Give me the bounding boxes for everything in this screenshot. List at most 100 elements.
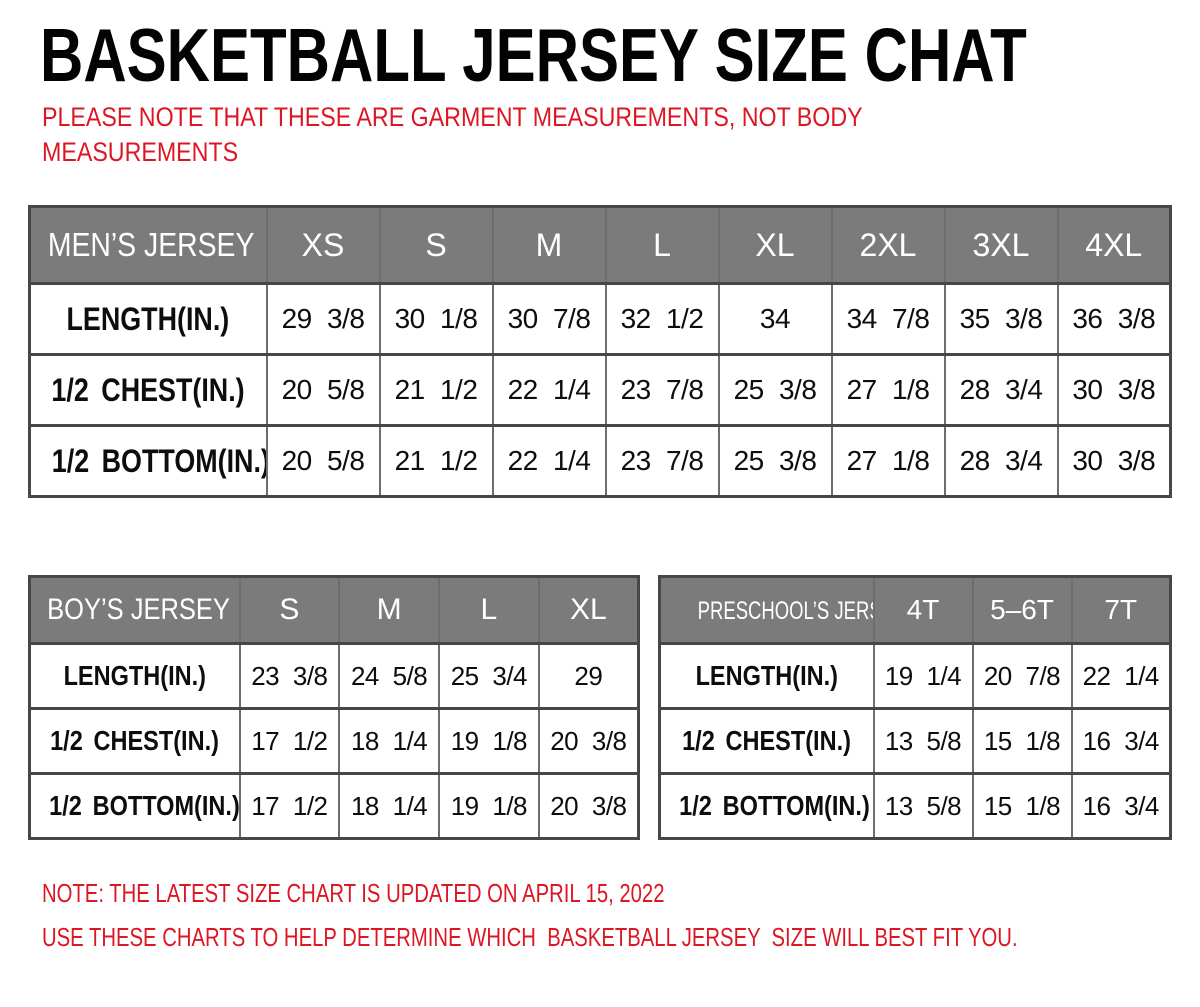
page-title: BASKETBALL JERSEY SIZE CHAT: [40, 13, 1027, 97]
mens-size-col-xl: XL: [717, 205, 833, 285]
boys-table-name-header: BOY’S JERSEY: [28, 575, 241, 645]
size-value-cell: 13 5/8: [872, 772, 974, 840]
size-value-cell: 28 3/4: [943, 353, 1059, 427]
size-value-cell: 24 5/8: [338, 642, 440, 710]
size-value-cell: 19 1/8: [438, 707, 540, 775]
size-value-cell: 34 7/8: [830, 282, 946, 356]
fit-advice-note: USE THESE CHARTS TO HELP DETERMINE WHICH…: [42, 922, 1018, 952]
size-value-cell: 36 3/8: [1056, 282, 1172, 356]
size-value-cell: 23 3/8: [238, 642, 341, 710]
boys-size-col-xl: XL: [537, 575, 640, 645]
size-value-cell: 13 5/8: [872, 707, 974, 775]
boys-size-col-l: L: [438, 575, 540, 645]
row-label-text: 1/2 BOTTOM(IN.): [49, 790, 240, 821]
size-value-cell: 17 1/2: [238, 772, 341, 840]
row-label-half-chest: 1/2 CHEST(IN.): [658, 707, 875, 775]
size-value-cell: 35 3/8: [943, 282, 1059, 356]
size-value-cell: 30 3/8: [1056, 353, 1172, 427]
boys-jersey-table: BOY’S JERSEY S M L XL LENGTH(IN.) 23 3/8…: [28, 575, 640, 840]
size-value-cell: 21 1/2: [378, 353, 494, 427]
row-label-text: LENGTH(IN.): [66, 300, 230, 337]
mens-size-col-3xl: 3XL: [943, 205, 1059, 285]
mens-length-row: LENGTH(IN.) 29 3/8 30 1/8 30 7/8 32 1/2 …: [28, 282, 1172, 356]
row-label-text: 1/2 CHEST(IN.): [50, 725, 220, 756]
boys-size-col-m: M: [338, 575, 440, 645]
size-value-cell: 25 3/8: [717, 424, 833, 498]
size-value-cell: 16 3/4: [1070, 772, 1172, 840]
row-label-text: 1/2 CHEST(IN.): [51, 371, 245, 408]
size-value-cell: 18 1/4: [338, 772, 440, 840]
preschool-size-col-5-6t: 5–6T: [971, 575, 1073, 645]
mens-half-chest-row: 1/2 CHEST(IN.) 20 5/8 21 1/2 22 1/4 23 7…: [28, 353, 1172, 427]
mens-half-bottom-row: 1/2 BOTTOM(IN.) 20 5/8 21 1/2 22 1/4 23 …: [28, 424, 1172, 498]
row-label-length: LENGTH(IN.): [28, 282, 268, 356]
boys-half-chest-row: 1/2 CHEST(IN.) 17 1/2 18 1/4 19 1/8 20 3…: [28, 707, 640, 775]
size-value-cell: 20 3/8: [537, 707, 640, 775]
mens-size-col-l: L: [604, 205, 720, 285]
size-value-cell: 30 7/8: [491, 282, 607, 356]
size-value-cell: 20 3/8: [537, 772, 640, 840]
size-value-cell: 22 1/4: [491, 424, 607, 498]
garment-note-line-2: MEASUREMENTS: [42, 137, 239, 167]
size-value-cell: 25 3/8: [717, 353, 833, 427]
preschool-size-col-4t: 4T: [872, 575, 974, 645]
preschools-jersey-table: PRESCHOOL’S JERSEY 4T 5–6T 7T LENGTH(IN.…: [658, 575, 1172, 840]
row-label-text: 1/2 BOTTOM(IN.): [51, 442, 267, 479]
row-label-text: LENGTH(IN.): [63, 660, 206, 691]
preschool-table-name-label: PRESCHOOL’S JERSEY: [697, 597, 872, 625]
size-value-cell: 23 7/8: [604, 353, 720, 427]
row-label-length: LENGTH(IN.): [658, 642, 875, 710]
row-label-half-bottom: 1/2 BOTTOM(IN.): [658, 772, 875, 840]
preschool-table-name-header: PRESCHOOL’S JERSEY: [658, 575, 875, 645]
row-label-half-chest: 1/2 CHEST(IN.): [28, 353, 268, 427]
row-label-half-chest: 1/2 CHEST(IN.): [28, 707, 241, 775]
mens-header-row: MEN’S JERSEY XS S M L XL 2XL 3XL 4XL: [28, 205, 1172, 285]
preschool-size-col-7t: 7T: [1070, 575, 1172, 645]
size-value-cell: 21 1/2: [378, 424, 494, 498]
size-value-cell: 18 1/4: [338, 707, 440, 775]
preschool-half-chest-row: 1/2 CHEST(IN.) 13 5/8 15 1/8 16 3/4: [658, 707, 1172, 775]
size-value-cell: 22 1/4: [1070, 642, 1172, 710]
preschool-header-row: PRESCHOOL’S JERSEY 4T 5–6T 7T: [658, 575, 1172, 645]
garment-measurement-note: PLEASE NOTE THAT THESE ARE GARMENT MEASU…: [42, 100, 863, 170]
size-value-cell: 19 1/8: [438, 772, 540, 840]
update-date-note: NOTE: THE LATEST SIZE CHART IS UPDATED O…: [42, 878, 665, 908]
size-value-cell: 16 3/4: [1070, 707, 1172, 775]
mens-size-col-xs: XS: [265, 205, 381, 285]
size-value-cell: 15 1/8: [971, 772, 1073, 840]
size-value-cell: 32 1/2: [604, 282, 720, 356]
row-label-text: 1/2 CHEST(IN.): [682, 725, 852, 756]
size-value-cell: 27 1/8: [830, 353, 946, 427]
size-value-cell: 20 5/8: [265, 424, 381, 498]
size-value-cell: 22 1/4: [491, 353, 607, 427]
mens-size-col-s: S: [378, 205, 494, 285]
preschool-half-bottom-row: 1/2 BOTTOM(IN.) 13 5/8 15 1/8 16 3/4: [658, 772, 1172, 840]
size-value-cell: 27 1/8: [830, 424, 946, 498]
size-value-cell: 25 3/4: [438, 642, 540, 710]
boys-half-bottom-row: 1/2 BOTTOM(IN.) 17 1/2 18 1/4 19 1/8 20 …: [28, 772, 640, 840]
size-value-cell: 20 7/8: [971, 642, 1073, 710]
mens-size-col-2xl: 2XL: [830, 205, 946, 285]
row-label-half-bottom: 1/2 BOTTOM(IN.): [28, 424, 268, 498]
row-label-text: LENGTH(IN.): [695, 660, 838, 691]
size-value-cell: 29 3/8: [265, 282, 381, 356]
size-value-cell: 29: [537, 642, 640, 710]
row-label-half-bottom: 1/2 BOTTOM(IN.): [28, 772, 241, 840]
row-label-text: 1/2 BOTTOM(IN.): [679, 790, 870, 821]
size-value-cell: 19 1/4: [872, 642, 974, 710]
boys-header-row: BOY’S JERSEY S M L XL: [28, 575, 640, 645]
mens-size-col-4xl: 4XL: [1056, 205, 1172, 285]
row-label-length: LENGTH(IN.): [28, 642, 241, 710]
size-value-cell: 28 3/4: [943, 424, 1059, 498]
garment-note-line-1: PLEASE NOTE THAT THESE ARE GARMENT MEASU…: [42, 102, 863, 132]
size-value-cell: 30 1/8: [378, 282, 494, 356]
mens-size-col-m: M: [491, 205, 607, 285]
size-value-cell: 30 3/8: [1056, 424, 1172, 498]
boys-table-name-label: BOY’S JERSEY: [47, 593, 230, 626]
size-value-cell: 23 7/8: [604, 424, 720, 498]
boys-size-col-s: S: [238, 575, 341, 645]
mens-jersey-table: MEN’S JERSEY XS S M L XL 2XL 3XL 4XL LEN…: [28, 205, 1172, 498]
size-value-cell: 17 1/2: [238, 707, 341, 775]
mens-table-name-label: MEN’S JERSEY: [47, 226, 255, 263]
